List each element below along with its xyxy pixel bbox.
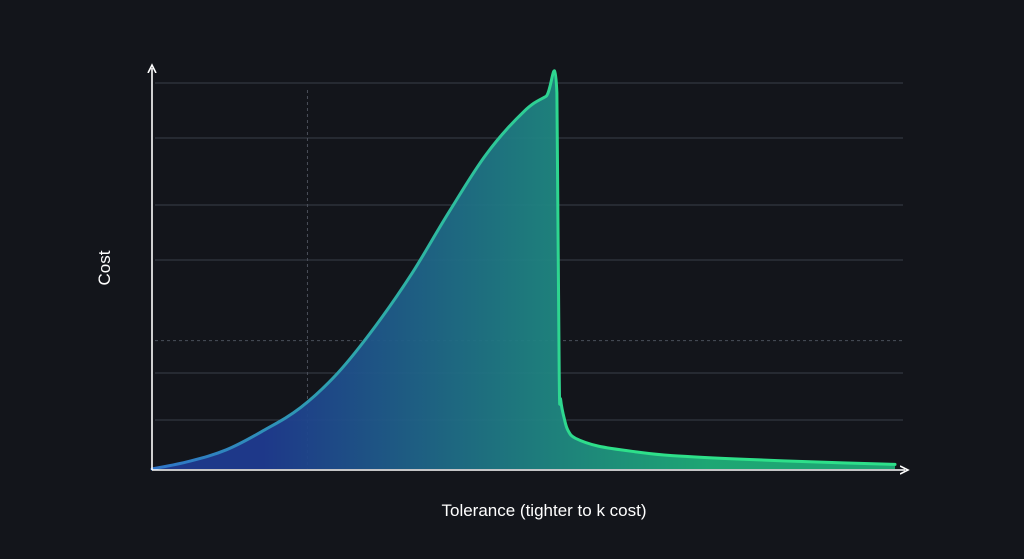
data-point-22	[746, 459, 747, 460]
data-point-3	[226, 449, 227, 450]
cost-area-fill	[152, 70, 895, 469]
axis-layer	[152, 68, 905, 470]
data-point-20	[634, 451, 635, 452]
y-axis-title: Cost	[95, 250, 114, 285]
data-point-19	[597, 445, 598, 446]
data-point-8	[412, 273, 413, 274]
data-point-24	[895, 464, 896, 465]
data-point-14	[559, 373, 560, 374]
data-point-21	[672, 455, 673, 456]
data-point-5	[300, 407, 301, 408]
data-point-6	[337, 373, 338, 374]
data-point-13	[556, 92, 557, 93]
data-point-11	[523, 111, 524, 112]
area-layer	[150, 69, 897, 471]
data-point-16	[564, 419, 565, 420]
data-point-23	[820, 462, 821, 463]
data-point-10	[486, 154, 487, 155]
data-point-4	[263, 430, 264, 431]
x-axis-title: Tolerance (tighter to k cost)	[441, 501, 646, 520]
data-point-15	[560, 399, 561, 400]
data-point-7	[374, 326, 375, 327]
data-point-18	[575, 438, 576, 439]
data-point-17	[568, 430, 569, 431]
data-point-9	[449, 211, 450, 212]
data-point-12	[545, 96, 546, 97]
data-point-2	[189, 461, 190, 462]
cost-curve-line	[150, 69, 897, 471]
